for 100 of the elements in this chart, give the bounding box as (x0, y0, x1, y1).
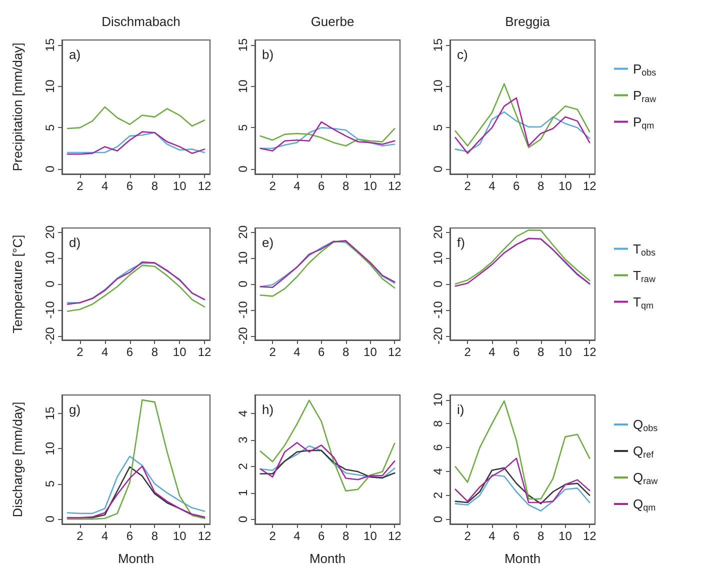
x-tick-label: 6 (513, 345, 520, 359)
y-tick-label: 10 (43, 79, 57, 93)
x-tick-label: 6 (126, 179, 134, 193)
chart-title: Dischmabach (102, 14, 180, 29)
y-tick-label: 6 (431, 444, 445, 451)
y-tick-label: -10 (431, 300, 445, 319)
x-tick-label: 8 (537, 179, 544, 193)
annotation: c) (457, 47, 468, 62)
line-series (260, 400, 396, 492)
x-tick-label: 6 (318, 345, 326, 359)
y-tick-label: 15 (43, 406, 57, 420)
line-series (454, 229, 590, 285)
x-axis-title: Month (118, 551, 154, 566)
y-tick-label: 5 (43, 480, 57, 488)
y-tick-label: 1 (236, 489, 250, 496)
x-tick-label: 10 (364, 529, 378, 543)
x-tick-label: 2 (76, 529, 84, 543)
x-tick-label: 4 (294, 529, 301, 543)
y-tick-label: 3 (236, 436, 250, 444)
chart-title: Guerbe (310, 14, 354, 29)
x-tick-label: 4 (102, 179, 109, 193)
x-tick-label: 2 (76, 345, 84, 359)
y-tick-label: 0 (431, 516, 445, 523)
y-axis-title: Temperature [°C] (10, 234, 25, 334)
x-tick-label: 6 (318, 529, 326, 543)
x-tick-label: 4 (102, 345, 109, 359)
line-series (260, 121, 396, 152)
x-tick-label: 6 (513, 179, 520, 193)
annotation: i) (457, 402, 464, 417)
line-series (454, 111, 590, 152)
y-tick-label: -20 (236, 326, 250, 345)
line-series (454, 474, 590, 512)
x-tick-label: 4 (294, 345, 301, 359)
y-tick-label: 10 (431, 392, 445, 406)
x-tick-label: 2 (269, 529, 276, 543)
y-tick-label: 10 (236, 79, 250, 93)
y-tick-label: 0 (236, 165, 250, 172)
x-tick-label: 10 (172, 179, 187, 193)
y-tick-label: -20 (43, 326, 57, 345)
y-tick-label: 10 (43, 442, 57, 456)
y-tick-label: 5 (431, 124, 445, 132)
y-tick-label: -10 (43, 300, 57, 319)
x-tick-label: 2 (464, 345, 472, 359)
annotation: h) (262, 402, 274, 417)
line-series (66, 106, 206, 130)
x-tick-label: 10 (364, 179, 378, 193)
x-tick-label: 10 (172, 529, 187, 543)
y-axis-title: Discharge [mm/day] (10, 402, 25, 518)
x-tick-label: 6 (513, 529, 520, 543)
y-tick-label: 10 (431, 79, 445, 93)
x-tick-label: 8 (151, 529, 158, 543)
x-axis-title: Month (309, 551, 346, 566)
y-tick-label: 2 (236, 462, 250, 470)
x-tick-label: 4 (488, 345, 496, 359)
x-tick-label: 12 (582, 529, 597, 543)
line-series (454, 467, 590, 504)
x-tick-label: 10 (558, 529, 572, 543)
x-tick-label: 12 (582, 179, 597, 193)
x-tick-label: 6 (126, 345, 134, 359)
x-tick-label: 8 (342, 345, 350, 359)
y-tick-label: 20 (431, 225, 445, 239)
x-tick-label: 4 (488, 179, 496, 193)
y-tick-label: 4 (236, 410, 250, 417)
annotation: b) (262, 47, 274, 62)
y-tick-label: 5 (236, 124, 250, 132)
x-tick-label: 8 (537, 345, 544, 359)
x-tick-label: 12 (198, 529, 212, 543)
x-tick-label: 4 (102, 529, 109, 543)
y-tick-label: 20 (236, 225, 250, 239)
line-series (454, 400, 590, 500)
y-tick-label: 10 (431, 251, 445, 265)
x-tick-label: 12 (388, 529, 402, 543)
x-tick-label: 12 (582, 345, 597, 359)
y-tick-label: -20 (431, 326, 445, 345)
chart-title: Breggia (505, 14, 551, 29)
x-tick-label: 12 (198, 179, 212, 193)
annotation: g) (69, 402, 81, 417)
y-tick-label: 0 (236, 280, 250, 288)
y-tick-label: 10 (43, 251, 57, 265)
x-axis-title: Month (504, 551, 541, 566)
line-series (454, 458, 590, 504)
x-tick-label: 2 (464, 179, 472, 193)
x-tick-label: 10 (558, 179, 572, 193)
line-series (454, 97, 590, 154)
x-tick-label: 10 (558, 345, 572, 359)
y-tick-label: 0 (43, 165, 57, 172)
x-tick-label: 12 (388, 179, 402, 193)
y-tick-label: 0 (43, 515, 57, 522)
line-series (66, 399, 206, 520)
x-tick-label: 8 (342, 529, 350, 543)
y-tick-label: 4 (431, 468, 445, 475)
y-tick-label: 15 (43, 38, 57, 52)
x-tick-label: 6 (318, 179, 326, 193)
line-series (454, 83, 590, 148)
x-tick-label: 4 (294, 179, 301, 193)
x-tick-label: 8 (342, 179, 350, 193)
y-tick-label: 0 (431, 280, 445, 288)
y-tick-label: 0 (431, 165, 445, 172)
y-tick-label: 8 (431, 420, 445, 428)
annotation: a) (69, 47, 81, 62)
